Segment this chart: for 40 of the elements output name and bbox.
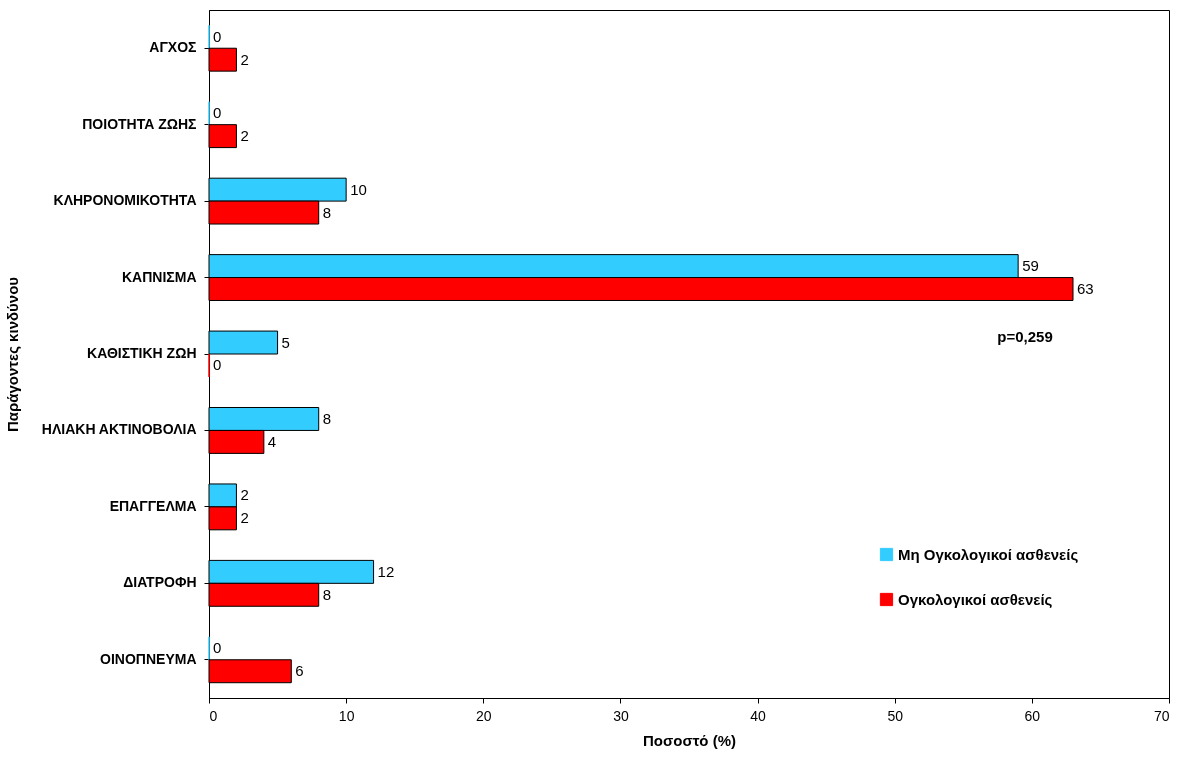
y-tick-label: ΔΙΑΤΡΟΦΗ: [123, 574, 197, 591]
data-label: 0: [213, 356, 222, 374]
legend-label: Ογκολογικοί ασθενείς: [898, 590, 1053, 608]
annotation: p=0,259: [997, 327, 1053, 345]
data-label: 2: [240, 486, 249, 504]
data-label: 6: [295, 662, 304, 680]
x-tick-label: 30: [613, 707, 629, 724]
data-label: 8: [322, 203, 332, 221]
data-label: 2: [240, 509, 249, 527]
x-tick-label: 10: [338, 707, 355, 724]
data-label: 4: [267, 432, 277, 450]
data-label: 8: [322, 409, 332, 427]
data-label: 63: [1077, 280, 1094, 298]
y-tick-label: ΠΟΙΟΤΗΤΑ ΖΩΗΣ: [82, 115, 197, 132]
y-tick-label: ΗΛΙΑΚΗ ΑΚΤΙΝΟΒΟΛΙΑ: [41, 421, 197, 438]
x-tick-label: 40: [750, 707, 767, 724]
data-label: 8: [322, 585, 332, 603]
data-label: 10: [350, 180, 367, 198]
y-axis-title: Παράγοντες κινδύνου: [4, 276, 22, 433]
x-tick-label: 0: [209, 707, 218, 724]
data-label: 59: [1022, 257, 1039, 275]
x-tick-label: 20: [476, 707, 492, 724]
data-label: 5: [281, 333, 290, 351]
data-label: 0: [213, 104, 222, 122]
x-tick-label: 60: [1024, 707, 1041, 724]
y-tick-label: ΚΑΘΙΣΤΙΚΗ ΖΩΗ: [87, 345, 197, 361]
y-tick-label: ΚΑΠΝΙΣΜΑ: [121, 268, 197, 285]
data-label: 0: [213, 27, 222, 45]
y-tick-label: ΟΙΝΟΠΝΕΥΜΑ: [100, 650, 197, 667]
data-label: 12: [377, 562, 395, 580]
y-tick-label: ΑΓΧΟΣ: [149, 39, 197, 56]
legend-label: Μη Ογκολογικοί ασθενείς: [898, 545, 1079, 563]
x-tick-label: 70: [1153, 707, 1170, 724]
data-label: 2: [240, 50, 249, 68]
data-label: 2: [240, 127, 249, 145]
y-tick-label: ΚΛΗΡΟΝΟΜΙΚΟΤΗΤΑ: [53, 192, 197, 209]
x-tick-label: 50: [887, 707, 904, 724]
x-axis-title: Ποσοστό (%): [642, 731, 737, 749]
data-label: 0: [213, 639, 222, 657]
y-tick-label: ΕΠΑΓΓΕΛΜΑ: [109, 497, 197, 514]
